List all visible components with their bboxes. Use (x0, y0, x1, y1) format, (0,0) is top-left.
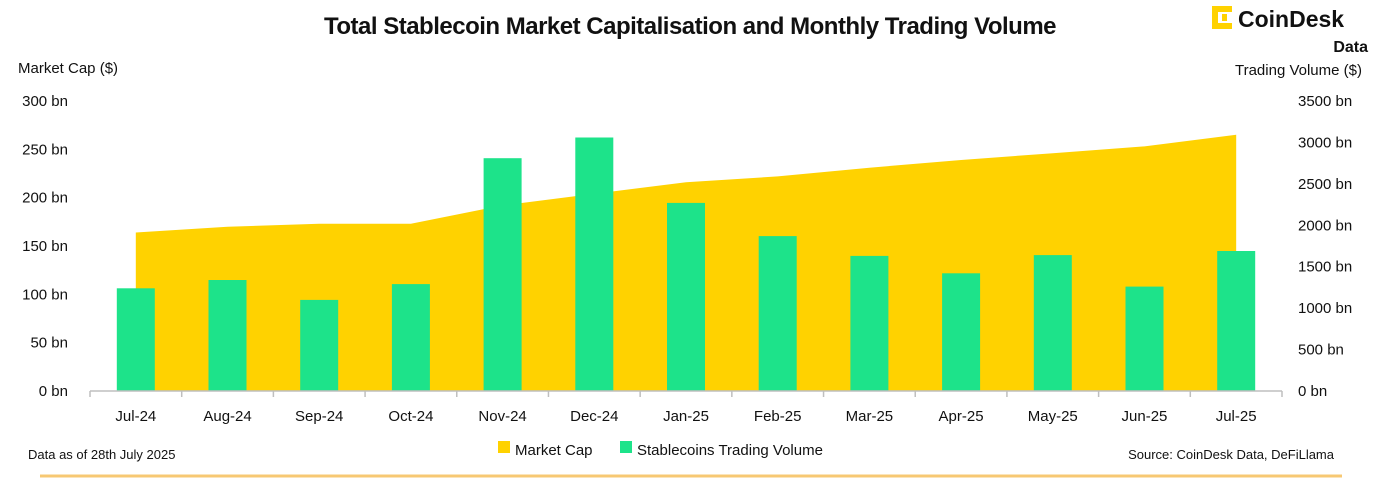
left-tick-label: 300 bn (22, 93, 68, 110)
x-tick-label: Dec-24 (570, 408, 618, 425)
x-tick-label: Apr-25 (939, 408, 984, 425)
x-axis-ticks (89, 391, 1283, 397)
volume-bar (575, 137, 614, 391)
right-axis-ticks: 0 bn 500 bn 1000 bn 1500 bn 2000 bn 2500 bn 30… (1298, 93, 1352, 400)
category-labels: Jul-24 Aug-24 Sep-24 Oct-24 Nov-24 Dec-24 Jan-… (115, 408, 1256, 425)
left-tick-label: 150 bn (22, 238, 68, 255)
volume-bar (391, 284, 430, 391)
right-tick-label: 3000 bn (1298, 134, 1352, 151)
x-tick-label: Mar-25 (846, 408, 894, 425)
volume-bar (483, 158, 522, 391)
left-axis-title: Market Cap ($) (18, 60, 118, 77)
right-tick-label: 0 bn (1298, 383, 1327, 400)
volume-bar (1033, 255, 1072, 391)
right-tick-label: 3500 bn (1298, 93, 1352, 110)
left-tick-label: 100 bn (22, 286, 68, 303)
right-tick-label: 500 bn (1298, 342, 1344, 359)
right-tick-label: 2000 bn (1298, 217, 1352, 234)
left-tick-label: 50 bn (30, 335, 68, 352)
volume-bar (667, 202, 705, 391)
x-tick-label: Aug-24 (203, 408, 251, 425)
legend-label-trading-volume: Stablecoins Trading Volume (637, 442, 823, 459)
x-tick-label: Jan-25 (663, 408, 709, 425)
right-axis-title: Trading Volume ($) (1235, 62, 1362, 79)
left-axis-ticks: 0 bn 50 bn 100 bn 150 bn 200 bn 250 bn 300 bn (22, 93, 68, 400)
chart-title: Total Stablecoin Market Capitalisation a… (324, 13, 1056, 40)
volume-bar (300, 299, 339, 391)
right-tick-label: 2500 bn (1298, 176, 1352, 193)
volume-bar (208, 280, 247, 391)
volume-bar (1217, 251, 1256, 391)
legend-swatch-market-cap (498, 441, 510, 453)
right-tick-label: 1000 bn (1298, 300, 1352, 317)
x-tick-label: Jun-25 (1122, 408, 1168, 425)
left-tick-label: 250 bn (22, 141, 68, 158)
x-tick-label: Jul-25 (1216, 408, 1257, 425)
source-note: Source: CoinDesk Data, DeFiLlama (1128, 447, 1335, 462)
left-tick-label: 200 bn (22, 190, 68, 207)
legend-label-market-cap: Market Cap (515, 442, 593, 459)
volume-bar (850, 255, 889, 391)
x-tick-label: Oct-24 (388, 408, 433, 425)
volume-bar (758, 236, 797, 391)
right-tick-label: 1500 bn (1298, 259, 1352, 276)
data-as-of-note: Data as of 28th July 2025 (28, 447, 175, 462)
x-tick-label: May-25 (1028, 408, 1078, 425)
volume-bar (942, 273, 981, 391)
x-tick-label: Nov-24 (478, 408, 526, 425)
legend: Market Cap Stablecoins Trading Volume (498, 441, 823, 459)
volume-bar (116, 288, 155, 391)
left-tick-label: 0 bn (39, 383, 68, 400)
x-tick-label: Sep-24 (295, 408, 343, 425)
brand-sub: Data (1333, 39, 1368, 56)
coindesk-logo: CoinDesk Data (1212, 6, 1368, 56)
coindesk-mark-icon (1212, 6, 1232, 29)
brand-name: CoinDesk (1238, 6, 1344, 32)
volume-bar-layer (116, 137, 1256, 391)
volume-bar (1125, 286, 1164, 391)
legend-swatch-trading-volume (620, 441, 632, 453)
x-tick-label: Jul-24 (115, 408, 156, 425)
x-tick-label: Feb-25 (754, 408, 802, 425)
